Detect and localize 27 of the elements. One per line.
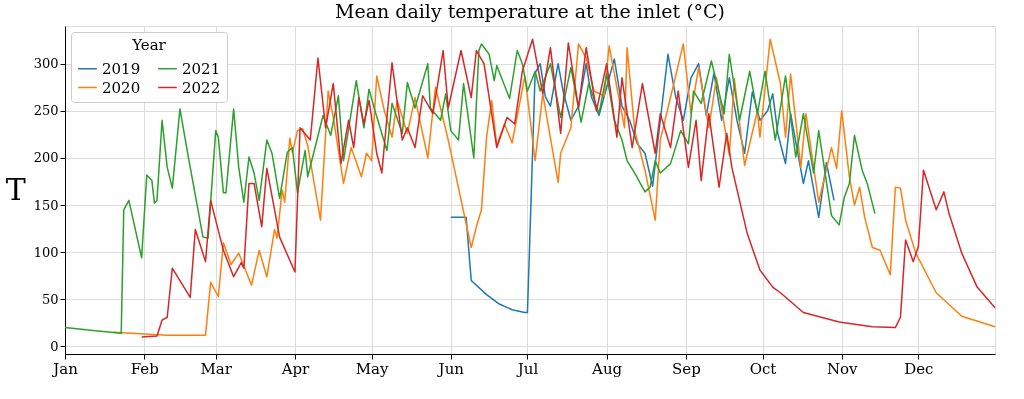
legend-label: 2020 [102,78,141,97]
x-tick-label: Jan [51,359,79,378]
y-tick-label: 0 [50,338,59,354]
legend-label: 2022 [182,78,221,97]
y-tick-label: 100 [33,244,59,260]
x-tick-label: Mar [200,359,233,378]
x-tick-label: Feb [130,359,159,378]
x-tick-label: May [355,359,389,378]
legend-label: 2021 [182,59,221,78]
y-axis-title: T [5,171,26,207]
chart-title: Mean daily temperature at the inlet (°C) [334,0,726,22]
x-tick-label: Jul [515,359,539,378]
y-tick-label: 200 [33,150,59,166]
x-tick-label: Apr [280,359,311,378]
y-tick-label: 250 [33,103,59,119]
y-tick-label: 150 [33,197,59,213]
x-tick-label: Oct [749,359,777,378]
x-tick-label: Sep [671,359,701,378]
y-tick-label: 300 [33,56,59,72]
x-tick-label: Jun [436,359,465,378]
legend-title: Year [131,36,167,54]
x-tick-label: Nov [826,359,859,378]
y-tick-label: 50 [41,291,59,307]
legend-label: 2019 [102,59,141,78]
x-tick-label: Dec [904,359,934,378]
x-tick-label: Aug [591,359,623,378]
line-series [450,53,835,314]
